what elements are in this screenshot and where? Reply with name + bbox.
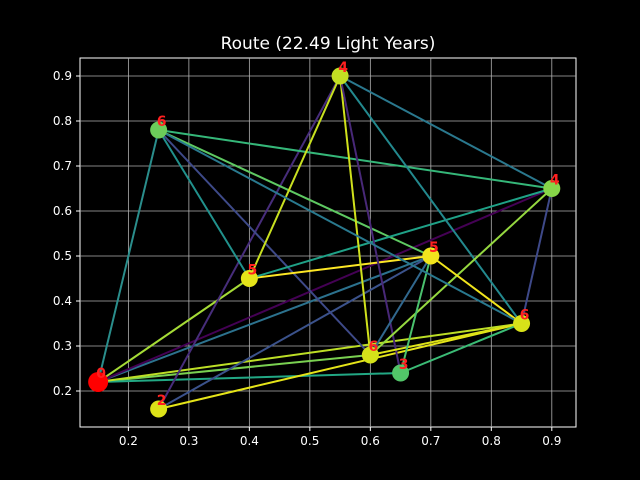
route-edge-16: [249, 187, 553, 280]
route-edge-8: [158, 255, 432, 410]
point-label-5: 6: [368, 339, 378, 355]
point-labels: 0 2 6 5 4 6 3 5 6 4: [96, 60, 560, 409]
point-label-7: 5: [429, 240, 439, 256]
route-edge-17: [339, 75, 372, 356]
x-axis: 0.2 0.3 0.4 0.5 0.6 0.7 0.8 0.9: [119, 427, 561, 448]
point-label-0: 0: [96, 366, 106, 382]
star-point-1: [150, 400, 168, 418]
star-point-4: [331, 67, 349, 85]
route-edge-9: [158, 322, 522, 410]
point-label-8: 6: [520, 308, 530, 324]
route-edge-4: [97, 255, 432, 383]
route-edge-7: [157, 75, 341, 410]
x-tick-label-6: 0.8: [482, 434, 501, 448]
route-edge-19: [339, 75, 553, 190]
x-tick-label-2: 0.4: [240, 434, 259, 448]
route-edge-13: [158, 129, 552, 190]
star-point-5: [361, 346, 379, 364]
route-edge-22: [370, 322, 522, 356]
y-tick-label-6: 0.8: [53, 114, 72, 128]
x-tick-label-7: 0.9: [542, 434, 561, 448]
y-tick-label-7: 0.9: [53, 69, 72, 83]
x-tick-label-1: 0.3: [179, 434, 198, 448]
point-label-9: 4: [550, 173, 560, 189]
y-tick-label-0: 0.2: [53, 384, 72, 398]
plot-area: [79, 57, 577, 428]
x-tick-label-4: 0.6: [361, 434, 380, 448]
route-edge-3: [98, 372, 401, 383]
route-edge-21: [369, 255, 432, 356]
route-edge-28: [158, 129, 523, 325]
y-tick-label-2: 0.4: [53, 294, 72, 308]
route-edge-1: [97, 277, 250, 383]
point-label-3: 5: [247, 263, 257, 279]
point-label-1: 2: [157, 393, 167, 409]
route-edge-25: [400, 322, 522, 374]
chart-title: Route (22.49 Light Years): [221, 34, 436, 54]
point-label-4: 4: [338, 60, 348, 76]
x-tick-label-3: 0.5: [300, 434, 319, 448]
route-edge-10: [157, 129, 251, 280]
point-label-6: 3: [399, 357, 409, 373]
y-tick-label-3: 0.5: [53, 249, 72, 263]
star-point-8: [513, 315, 531, 332]
route-edges: [97, 75, 553, 410]
point-label-2: 6: [157, 114, 167, 130]
star-point-9: [543, 180, 561, 197]
route-edge-18: [339, 75, 523, 325]
star-point-6: [392, 364, 410, 382]
star-point-2: [150, 121, 168, 139]
route-edge-14: [248, 75, 342, 279]
y-axis: 0.2 0.3 0.4 0.5 0.6 0.7 0.8 0.9: [53, 69, 80, 398]
y-tick-label-4: 0.6: [53, 204, 72, 218]
route-edge-23: [369, 187, 553, 356]
x-tick-label-0: 0.2: [119, 434, 138, 448]
route-edge-5: [98, 322, 522, 383]
star-points: [88, 67, 561, 418]
star-point-3: [240, 270, 258, 287]
star-point-0: [88, 372, 109, 392]
plot-frame: [79, 57, 577, 428]
x-tick-label-5: 0.7: [421, 434, 440, 448]
star-point-7: [422, 247, 440, 265]
route-edge-12: [158, 129, 432, 257]
y-tick-label-5: 0.7: [53, 159, 72, 173]
route-edge-6: [97, 187, 553, 383]
y-tick-label-1: 0.3: [53, 339, 72, 353]
route-edge-27: [520, 188, 553, 324]
route-edge-26: [430, 255, 523, 325]
route-edge-0: [97, 129, 160, 383]
route-edge-2: [98, 354, 371, 383]
route-edge-24: [399, 255, 432, 374]
